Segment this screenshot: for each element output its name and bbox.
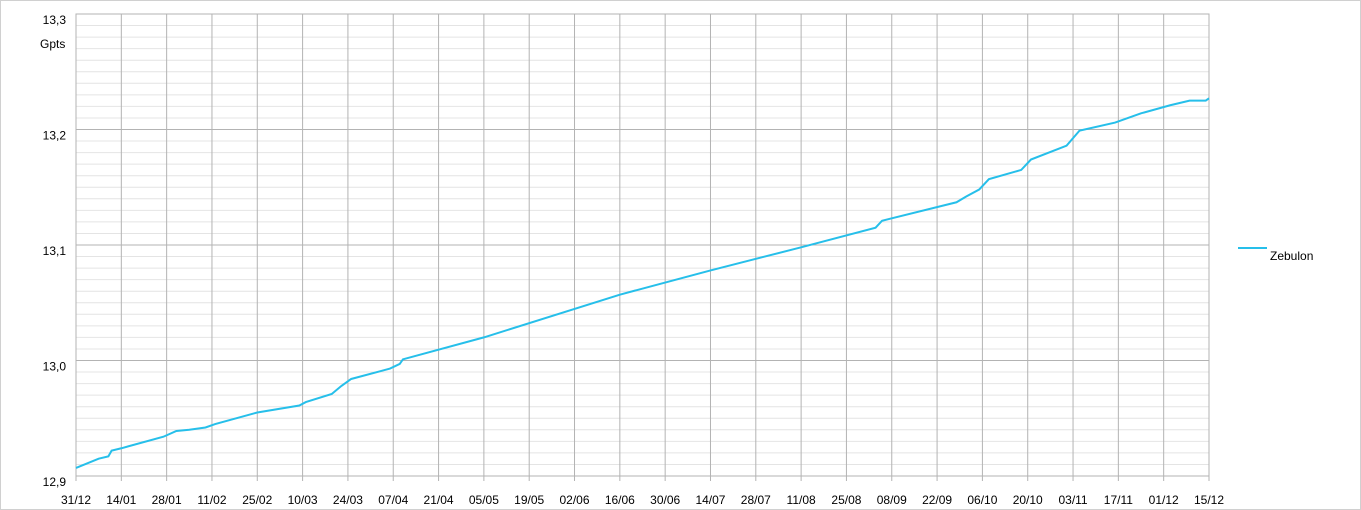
x-tick-label: 16/06 xyxy=(605,493,635,507)
y-tick-label: 13,1 xyxy=(43,244,67,258)
x-tick-label: 08/09 xyxy=(877,493,907,507)
x-tick-label: 10/03 xyxy=(288,493,318,507)
plot-border xyxy=(75,13,1210,477)
x-tick-label: 31/12 xyxy=(61,493,91,507)
x-tick-label: 11/02 xyxy=(197,493,226,507)
x-tick-label: 03/11 xyxy=(1058,493,1087,507)
x-tick-label: 07/04 xyxy=(378,493,408,507)
x-tick-label: 02/06 xyxy=(560,493,590,507)
x-tick-label: 11/08 xyxy=(787,493,816,507)
x-tick-label: 14/01 xyxy=(106,493,136,507)
x-tick-label: 24/03 xyxy=(333,493,363,507)
x-tick-label: 25/02 xyxy=(242,493,272,507)
y-tick-label: 12,9 xyxy=(43,475,67,489)
x-tick-label: 28/01 xyxy=(152,493,182,507)
x-tick-label: 06/10 xyxy=(967,493,997,507)
x-tick-label: 01/12 xyxy=(1149,493,1179,507)
legend-label: Zebulon xyxy=(1270,249,1313,263)
x-tick-label: 20/10 xyxy=(1013,493,1043,507)
y-tick-label: 13,3 xyxy=(43,13,67,27)
x-tick-label: 19/05 xyxy=(514,493,544,507)
x-tick-label: 28/07 xyxy=(741,493,771,507)
y-axis-label: Gpts xyxy=(40,37,65,51)
x-tick-label: 21/04 xyxy=(424,493,454,507)
x-tick-label: 14/07 xyxy=(695,493,725,507)
y-tick-label: 13,2 xyxy=(43,129,67,143)
data-line xyxy=(75,97,1210,469)
x-tick-label: 22/09 xyxy=(922,493,952,507)
x-tick-label: 05/05 xyxy=(469,493,499,507)
y-tick-label: 13,0 xyxy=(43,360,67,374)
x-tick-label: 25/08 xyxy=(831,493,861,507)
x-tick-label: 30/06 xyxy=(650,493,680,507)
x-tick-label: 17/11 xyxy=(1104,493,1133,507)
x-tick-label: 15/12 xyxy=(1194,493,1224,507)
